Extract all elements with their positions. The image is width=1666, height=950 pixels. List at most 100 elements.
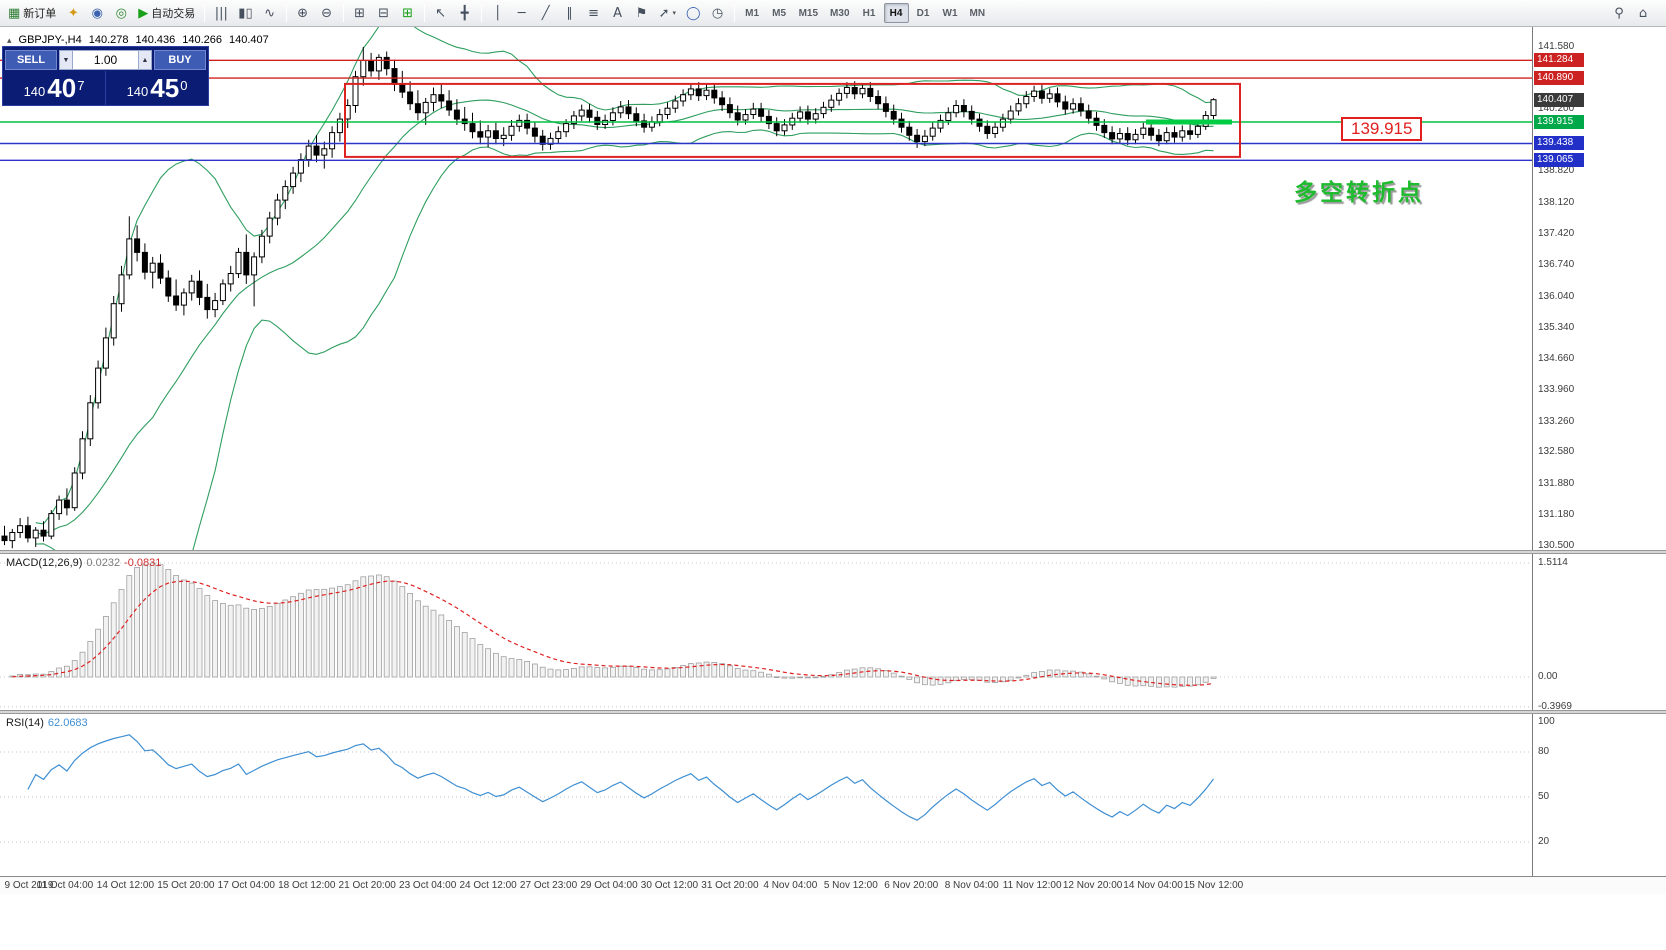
one-click-trading-panel: SELL ▼ 1.00 ▲ BUY 140 40 7 140 45 0 <box>2 46 209 106</box>
crosshair-button[interactable]: ╋ <box>453 2 477 24</box>
rsi-scale: 100 80 50 20 <box>1532 714 1666 876</box>
toolbar-separator <box>342 4 344 22</box>
time-axis-label: 4 Nov 04:00 <box>763 880 818 891</box>
profiles-button[interactable]: ◉ <box>85 2 109 24</box>
price-scale-tag: 140.890 <box>1534 71 1584 86</box>
macd-label: MACD(12,26,9) <box>6 557 83 569</box>
buy-button[interactable]: BUY <box>154 50 206 70</box>
auto-trading-button[interactable]: ▶ 自动交易 <box>133 2 200 24</box>
one-click-collapse-icon[interactable]: ▴ <box>7 34 12 45</box>
macd-signal-value: -0.0831 <box>124 557 162 569</box>
price-chart[interactable] <box>0 27 1532 550</box>
time-axis-label: 24 Oct 12:00 <box>459 880 517 891</box>
text-label-button[interactable]: ⚑ <box>630 2 654 24</box>
time-axis-label: 9 Oct 2019 <box>4 880 54 891</box>
bar-chart-button[interactable]: ||| <box>209 2 233 24</box>
vertical-line-button[interactable]: │ <box>486 2 510 24</box>
rsi-label: RSI(14) <box>6 717 44 729</box>
macd-canvas[interactable]: MACD(12,26,9) 0.0232 -0.0831 <box>0 554 1532 710</box>
panel-divider[interactable] <box>0 550 1666 554</box>
new-order-button[interactable]: ▦ 新订单 <box>3 2 61 24</box>
home-button[interactable]: ⌂ <box>1631 2 1655 24</box>
sell-price[interactable]: 140 40 7 <box>3 71 105 105</box>
pivot-note-text[interactable]: 多空转折点 <box>1294 179 1424 205</box>
time-axis-label: 5 Nov 12:00 <box>823 880 878 891</box>
low-value: 140.266 <box>182 34 223 46</box>
ellipse-icon: ◯ <box>686 5 701 21</box>
timeframe-h1-button[interactable]: H1 <box>862 7 876 19</box>
buy-price[interactable]: 140 45 0 <box>106 71 208 105</box>
timeframe-mn-button[interactable]: MN <box>969 7 986 19</box>
zoom-out-button[interactable]: ⊖ <box>315 2 339 24</box>
sell-button[interactable]: SELL <box>5 50 57 70</box>
toolbar-separator <box>204 4 206 22</box>
candlestick-chart-button[interactable]: ▮▯ <box>233 2 257 24</box>
window-tile-button[interactable]: ⊟ <box>372 2 396 24</box>
volume-increase-button[interactable]: ▲ <box>138 50 152 70</box>
cycle-lines-button[interactable]: ◷ <box>706 2 730 24</box>
time-axis-label: 15 Nov 12:00 <box>1183 880 1244 891</box>
fibonacci-icon: ≡ <box>588 5 600 21</box>
buy-price-big-figure: 140 <box>126 83 149 99</box>
time-axis-label: 31 Oct 20:00 <box>701 880 759 891</box>
toolbar: ▦ 新订单 ✦ ◉ ◎ ▶ 自动交易 ||| ▮▯ ∿ ⊕ ⊖ ⊞ ⊟ ⊞ ↖ ╋ │ ─ ╱ ∥ ≡ A ⚑ ➚ ▾ ◯ ◷ M1 M… <box>0 0 1666 27</box>
volume-decrease-button[interactable]: ▼ <box>59 50 73 70</box>
trendline-button[interactable]: ╱ <box>534 2 558 24</box>
price-scale-tag: 140.407 <box>1534 92 1584 107</box>
timeframe-m1-button[interactable]: M1 <box>745 7 760 19</box>
price-annotation-label[interactable]: 139.915 <box>1341 117 1423 141</box>
time-axis-label: 8 Nov 04:00 <box>944 880 999 891</box>
time-axis-label: 27 Oct 23:00 <box>519 880 578 891</box>
rsi-canvas[interactable]: RSI(14) 62.0683 <box>0 714 1532 876</box>
indicators-button[interactable]: ⊞ <box>396 2 420 24</box>
close-value: 140.407 <box>229 34 269 46</box>
main-chart-canvas[interactable]: ▴ GBPJPY-,H4 140.278 140.436 140.266 140… <box>0 27 1532 550</box>
time-axis: 9 Oct 2019 11 Oct 04:00 14 Oct 12:00 15 Oct… <box>0 876 1666 894</box>
sell-price-big-figure: 140 <box>23 83 46 99</box>
price-scale-label: 130.500 <box>1538 540 1575 551</box>
timeframe-h4-button[interactable]: H4 <box>883 3 909 23</box>
timeframe-m30-button[interactable]: M30 <box>830 7 850 19</box>
auto-trading-icon: ▶ <box>138 5 149 21</box>
rsi-value: 62.0683 <box>47 717 88 729</box>
home-icon: ⌂ <box>1638 5 1648 21</box>
time-axis-label: 17 Oct 04:00 <box>217 880 275 891</box>
price-scale-label: 135.340 <box>1538 322 1575 334</box>
price-scale-label: 141.580 <box>1538 41 1575 52</box>
main-chart-panel: ▴ GBPJPY-,H4 140.278 140.436 140.266 140… <box>0 27 1666 551</box>
new-chart-icon: ⊞ <box>354 5 366 21</box>
price-scale-label: 133.960 <box>1538 384 1575 396</box>
zoom-out-icon: ⊖ <box>321 5 333 21</box>
time-axis-label: 11 Oct 04:00 <box>36 880 94 891</box>
text-button[interactable]: A <box>606 2 630 24</box>
timeframe-m5-button[interactable]: M5 <box>772 7 787 19</box>
volume-input[interactable]: 1.00 <box>73 50 138 70</box>
new-chart-button[interactable]: ⊞ <box>348 2 372 24</box>
templates-button[interactable]: ✦ <box>61 2 85 24</box>
price-scale-label: 131.880 <box>1538 477 1575 489</box>
zoom-in-button[interactable]: ⊕ <box>291 2 315 24</box>
line-chart-button[interactable]: ∿ <box>258 2 282 24</box>
horizontal-line-button[interactable]: ─ <box>510 2 534 24</box>
search-button[interactable]: ⚲ <box>1607 2 1631 24</box>
cursor-button[interactable]: ↖ <box>429 2 453 24</box>
time-axis-label: 18 Oct 12:00 <box>278 880 336 891</box>
timeframe-d1-button[interactable]: D1 <box>916 7 930 19</box>
macd-scale-label: -0.3969 <box>1538 700 1572 712</box>
timeframe-m15-button[interactable]: M15 <box>798 7 819 19</box>
rsi-scale-label: 50 <box>1538 791 1550 802</box>
arrows-button[interactable]: ➚ ▾ <box>654 2 681 24</box>
timeframe-w1-button[interactable]: W1 <box>942 7 958 19</box>
auto-trading-button-label: 自动交易 <box>151 8 196 20</box>
rectangle-object[interactable] <box>344 82 1241 158</box>
panel-divider[interactable] <box>0 710 1666 714</box>
channel-button[interactable]: ∥ <box>558 2 582 24</box>
macd-scale-label: 1.5114 <box>1538 557 1568 568</box>
time-axis-label: 21 Oct 20:00 <box>338 880 396 891</box>
templates-icon: ✦ <box>67 5 79 21</box>
news-button[interactable]: ◎ <box>109 2 133 24</box>
text-icon: A <box>613 5 623 21</box>
volume-control: ▼ 1.00 ▲ <box>59 50 152 70</box>
fibonacci-button[interactable]: ≡ <box>582 2 606 24</box>
ellipse-button[interactable]: ◯ <box>681 2 706 24</box>
